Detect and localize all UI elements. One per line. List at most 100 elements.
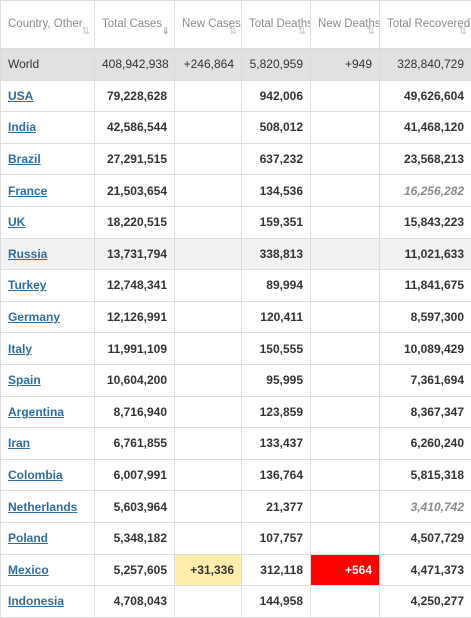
total-deaths-cell: 508,012 [242,112,311,144]
country-cell: Colombia [1,459,95,491]
country-cell: France [1,175,95,207]
world-total-recovered: 328,840,729 [380,49,471,81]
total-recovered-cell: 4,471,373 [380,554,471,586]
header-total-cases[interactable]: Total Cases ⇓ [95,1,175,49]
total-cases-cell: 8,716,940 [95,396,175,428]
total-cases-cell: 4,708,043 [95,586,175,618]
new-deaths-cell [311,396,380,428]
total-cases-cell: 18,220,515 [95,206,175,238]
total-recovered-cell: 3,410,742 [380,491,471,523]
header-total-cases-label: Total Cases [102,17,167,32]
header-new-deaths[interactable]: New Deaths ⇅ [311,1,380,49]
total-cases-cell: 5,603,964 [95,491,175,523]
country-link[interactable]: Poland [8,531,48,545]
total-recovered-cell: 7,361,694 [380,364,471,396]
new-cases-cell [175,491,242,523]
total-deaths-cell: 134,536 [242,175,311,207]
country-cell: Spain [1,364,95,396]
total-deaths-cell: 312,118 [242,554,311,586]
new-deaths-cell [311,586,380,618]
total-recovered-cell: 11,021,633 [380,238,471,270]
new-cases-cell [175,143,242,175]
total-recovered-cell: 4,250,277 [380,586,471,618]
new-deaths-cell [311,522,380,554]
new-deaths-cell [311,238,380,270]
country-cell: Netherlands [1,491,95,523]
country-cell: India [1,112,95,144]
new-deaths-cell [311,333,380,365]
country-link[interactable]: Russia [8,247,47,261]
total-cases-cell: 21,503,654 [95,175,175,207]
total-deaths-cell: 144,958 [242,586,311,618]
total-recovered-cell: 8,367,347 [380,396,471,428]
new-deaths-cell [311,428,380,460]
total-cases-cell: 27,291,515 [95,143,175,175]
total-deaths-cell: 338,813 [242,238,311,270]
country-link[interactable]: France [8,184,47,198]
sort-icon: ⇅ [229,24,236,39]
country-link[interactable]: Brazil [8,152,41,166]
header-new-cases[interactable]: New Cases ⇅ [175,1,242,49]
sort-descending-icon: ⇓ [162,24,169,39]
total-deaths-cell: 133,437 [242,428,311,460]
header-total-recovered[interactable]: Total Recovered ⇅ [380,1,471,49]
country-cell: Indonesia [1,586,95,618]
total-recovered-cell: 8,597,300 [380,301,471,333]
table-row: France 21,503,654 134,536 16,256,282 [1,175,471,207]
country-link[interactable]: Turkey [8,278,46,292]
total-recovered-cell: 16,256,282 [380,175,471,207]
header-row: Country, Other ⇅ Total Cases ⇓ New Cases… [1,1,471,49]
country-link[interactable]: Colombia [8,468,63,482]
country-link[interactable]: Iran [8,436,30,450]
country-link[interactable]: Spain [8,373,41,387]
new-cases-cell [175,270,242,302]
country-link[interactable]: Argentina [8,405,64,419]
new-cases-cell [175,428,242,460]
header-country[interactable]: Country, Other ⇅ [1,1,95,49]
total-cases-cell: 13,731,794 [95,238,175,270]
country-link[interactable]: Germany [8,310,60,324]
country-cell: Iran [1,428,95,460]
new-cases-cell [175,364,242,396]
new-cases-cell [175,333,242,365]
total-recovered-cell: 5,815,318 [380,459,471,491]
country-link[interactable]: USA [8,89,33,103]
new-deaths-cell [311,143,380,175]
total-deaths-cell: 120,411 [242,301,311,333]
table-body: World 408,942,938 +246,864 5,820,959 +94… [1,49,471,618]
country-link[interactable]: Netherlands [8,500,77,514]
new-cases-cell [175,522,242,554]
world-total-row: World 408,942,938 +246,864 5,820,959 +94… [1,49,471,81]
total-deaths-cell: 159,351 [242,206,311,238]
new-deaths-cell [311,80,380,112]
table-header: Country, Other ⇅ Total Cases ⇓ New Cases… [1,1,471,49]
total-deaths-cell: 637,232 [242,143,311,175]
table-row: Argentina 8,716,940 123,859 8,367,347 [1,396,471,428]
country-cell: Brazil [1,143,95,175]
total-deaths-cell: 89,994 [242,270,311,302]
country-link[interactable]: Mexico [8,563,49,577]
country-link[interactable]: Indonesia [8,594,64,608]
country-link[interactable]: UK [8,215,25,229]
country-link[interactable]: Italy [8,342,32,356]
sort-icon: ⇅ [298,24,305,39]
header-total-deaths[interactable]: Total Deaths ⇅ [242,1,311,49]
country-cell: Mexico [1,554,95,586]
total-recovered-cell: 11,841,675 [380,270,471,302]
header-new-cases-label: New Cases [182,17,234,32]
country-cell: Turkey [1,270,95,302]
table-row: Indonesia 4,708,043 144,958 4,250,277 [1,586,471,618]
country-link[interactable]: India [8,120,36,134]
total-deaths-cell: 95,995 [242,364,311,396]
total-deaths-cell: 123,859 [242,396,311,428]
new-cases-cell [175,175,242,207]
header-new-deaths-label: New Deaths [318,17,372,32]
